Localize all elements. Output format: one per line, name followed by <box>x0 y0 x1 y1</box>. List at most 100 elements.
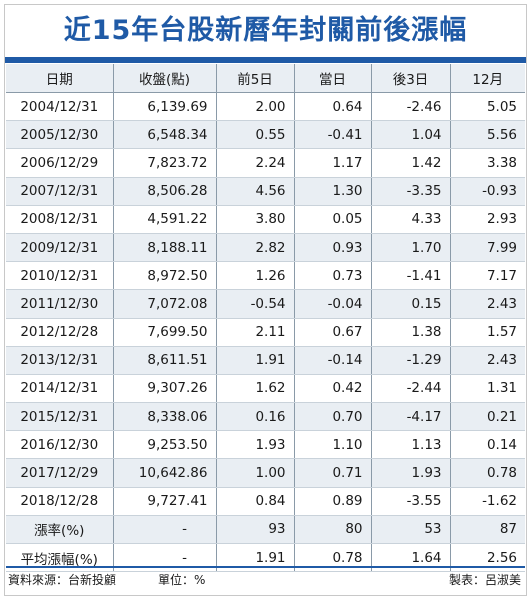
summary-row: 漲率(%) -93 80 53 87 <box>6 515 525 545</box>
day-cell: 0.70 <box>294 402 372 432</box>
close-cell: 9,253.50 <box>113 430 217 460</box>
header-december: 12月 <box>450 64 525 93</box>
header-date: 日期 <box>6 64 114 93</box>
day-cell: -0.41 <box>294 120 372 150</box>
close-cell: 8,338.06 <box>113 402 217 432</box>
december-cell: 2.93 <box>450 205 525 234</box>
table-row: 2018/12/28 9,727.41 0.84 0.89 -3.55 -1.62 <box>6 487 525 516</box>
table-row: 2016/12/30 9,253.50 1.93 1.10 1.13 0.14 <box>6 430 525 460</box>
table-header-row: 日期 收盤(點) 前5日 當日 後3日 12月 <box>6 64 525 93</box>
december-cell: 7.99 <box>450 233 525 263</box>
close-cell: 6,139.69 <box>113 92 217 122</box>
day-cell: 0.71 <box>294 458 372 488</box>
footer: 資料來源：台新投顧 單位：% 製表：呂淑美 <box>8 570 523 590</box>
table-row: 2013/12/31 8,611.51 1.91 -0.14 -1.29 2.43 <box>6 346 525 375</box>
table-row: 2010/12/31 8,972.50 1.26 0.73 -1.41 7.17 <box>6 261 525 291</box>
date-cell: 2013/12/31 <box>6 346 114 375</box>
close-cell: 6,548.34 <box>113 120 217 150</box>
december-cell: 5.56 <box>450 120 525 150</box>
day-cell: 0.42 <box>294 374 372 404</box>
table-row: 2012/12/28 7,699.50 2.11 0.67 1.38 1.57 <box>6 318 525 347</box>
close-cell: 8,506.28 <box>113 177 217 206</box>
table-row: 2007/12/31 8,506.28 4.56 1.30 -3.35 -0.93 <box>6 177 525 206</box>
date-cell: 2006/12/29 <box>6 148 114 178</box>
date-cell: 2008/12/31 <box>6 205 114 234</box>
pre5-cell: 1.00 <box>216 458 295 488</box>
close-cell: 10,642.86 <box>113 458 217 488</box>
date-cell: 2005/12/30 <box>6 120 114 150</box>
december-cell: 5.05 <box>450 92 525 122</box>
day-cell: -0.04 <box>294 289 372 319</box>
post3-cell: 1.70 <box>371 233 451 263</box>
header-pre5: 前5日 <box>216 64 295 93</box>
close-cell: 7,699.50 <box>113 318 217 347</box>
december-cell: 0.78 <box>450 458 525 488</box>
pre5-cell: 2.24 <box>216 148 295 178</box>
december-cell: 0.21 <box>450 402 525 432</box>
close-cell: 7,072.08 <box>113 289 217 319</box>
close-cell: 8,972.50 <box>113 261 217 291</box>
close-cell: 4,591.22 <box>113 205 217 234</box>
bottom-rule <box>6 566 525 568</box>
date-cell: 2009/12/31 <box>6 233 114 263</box>
close-cell: 8,188.11 <box>113 233 217 263</box>
day-cell: 0.67 <box>294 318 372 347</box>
post3-cell: 1.42 <box>371 148 451 178</box>
table-row: 2005/12/30 6,548.34 0.55 -0.41 1.04 5.56 <box>6 120 525 150</box>
post3-cell: 53 <box>371 515 451 545</box>
post3-cell: -2.46 <box>371 92 451 122</box>
december-cell: 2.43 <box>450 289 525 319</box>
pre5-cell: 0.84 <box>216 487 295 516</box>
pre5-cell: 1.91 <box>216 346 295 375</box>
post3-cell: -3.35 <box>371 177 451 206</box>
december-cell: 3.38 <box>450 148 525 178</box>
date-cell: 2014/12/31 <box>6 374 114 404</box>
table-row: 2014/12/31 9,307.26 1.62 0.42 -2.44 1.31 <box>6 374 525 404</box>
post3-cell: 1.13 <box>371 430 451 460</box>
post3-cell: -4.17 <box>371 402 451 432</box>
day-cell: 0.93 <box>294 233 372 263</box>
post3-cell: -3.55 <box>371 487 451 516</box>
december-cell: 7.17 <box>450 261 525 291</box>
date-cell: 2004/12/31 <box>6 92 114 122</box>
date-cell: 2016/12/30 <box>6 430 114 460</box>
table-row: 2006/12/29 7,823.72 2.24 1.17 1.42 3.38 <box>6 148 525 178</box>
table-row: 2004/12/31 6,139.69 2.00 0.64 -2.46 5.05 <box>6 92 525 122</box>
date-cell: 2018/12/28 <box>6 487 114 516</box>
date-cell: 2017/12/29 <box>6 458 114 488</box>
post3-cell: 1.38 <box>371 318 451 347</box>
table-row: 2017/12/29 10,642.86 1.00 0.71 1.93 0.78 <box>6 458 525 488</box>
pre5-cell: 2.11 <box>216 318 295 347</box>
close-cell: 9,727.41 <box>113 487 217 516</box>
source-note: 資料來源：台新投顧 <box>8 573 117 587</box>
table-row: 2008/12/31 4,591.22 3.80 0.05 4.33 2.93 <box>6 205 525 234</box>
header-post3: 後3日 <box>371 64 451 93</box>
header-day: 當日 <box>294 64 372 93</box>
day-cell: 1.17 <box>294 148 372 178</box>
pre5-cell: 3.80 <box>216 205 295 234</box>
day-cell: 1.10 <box>294 430 372 460</box>
table-row: 2011/12/30 7,072.08 -0.54 -0.04 0.15 2.43 <box>6 289 525 319</box>
data-table: 日期 收盤(點) 前5日 當日 後3日 12月 2004/12/31 6,139.… <box>6 64 525 573</box>
post3-cell: 1.04 <box>371 120 451 150</box>
day-cell: 80 <box>294 515 372 545</box>
pre5-cell: 0.55 <box>216 120 295 150</box>
post3-cell: 1.93 <box>371 458 451 488</box>
pre5-cell: 0.16 <box>216 402 295 432</box>
day-cell: 0.73 <box>294 261 372 291</box>
close-cell: 9,307.26 <box>113 374 217 404</box>
december-cell: 2.56 <box>450 543 525 573</box>
day-cell: 0.05 <box>294 205 372 234</box>
december-cell: 87 <box>450 515 525 545</box>
post3-cell: 0.15 <box>371 289 451 319</box>
day-cell: 0.64 <box>294 92 372 122</box>
page-title: 近15年台股新曆年封關前後漲幅 <box>63 15 468 46</box>
pre5-cell: -0.54 <box>216 289 295 319</box>
maker-note: 製表：呂淑美 <box>448 573 521 587</box>
december-cell: 1.57 <box>450 318 525 347</box>
table-row: 2009/12/31 8,188.11 2.82 0.93 1.70 7.99 <box>6 233 525 263</box>
pre5-cell: 1.93 <box>216 430 295 460</box>
pre5-cell: 93 <box>216 515 295 545</box>
summary-label-cell: 漲率(%) <box>6 515 114 545</box>
date-cell: 2007/12/31 <box>6 177 114 206</box>
